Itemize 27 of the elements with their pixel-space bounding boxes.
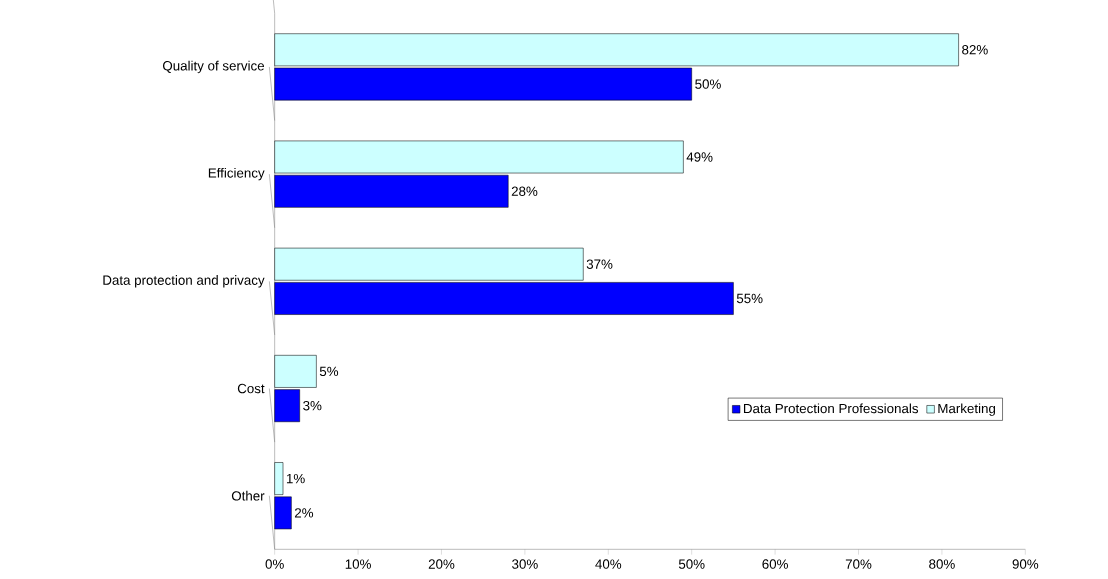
data-label: 3%	[303, 401, 322, 411]
data-label: 49%	[686, 152, 713, 162]
x-tick-label: 50%	[678, 559, 705, 569]
x-tick-label: 60%	[762, 559, 788, 569]
data-label: 82%	[962, 45, 988, 55]
x-tick-label: 30%	[512, 559, 538, 569]
y-tick-label: Quality of service	[163, 60, 265, 74]
x-tick-label: 80%	[929, 559, 955, 569]
data-label: 55%	[736, 293, 763, 304]
y-tick-label: Cost	[237, 383, 265, 394]
data-label: 1%	[286, 474, 305, 484]
x-tick-label: 20%	[428, 559, 455, 569]
x-tick-label: 90%	[1012, 559, 1039, 569]
y-tick-label: Data protection and privacy	[103, 275, 265, 288]
data-label: 37%	[586, 259, 613, 270]
data-label: 50%	[695, 79, 721, 89]
y-tick-label: Efficiency	[208, 168, 265, 181]
legend-label: Data Protection Professionals	[743, 403, 919, 414]
data-label: 28%	[511, 186, 538, 197]
x-tick-label: 0%	[265, 559, 284, 569]
x-tick-label: 40%	[595, 559, 622, 569]
x-tick-label: 70%	[845, 559, 872, 569]
data-label: 5%	[319, 366, 339, 377]
x-tick-label: 10%	[345, 559, 371, 569]
legend-label: Marketing	[938, 403, 996, 417]
y-tick-label: Other	[231, 491, 265, 501]
data-label: 2%	[294, 508, 314, 518]
